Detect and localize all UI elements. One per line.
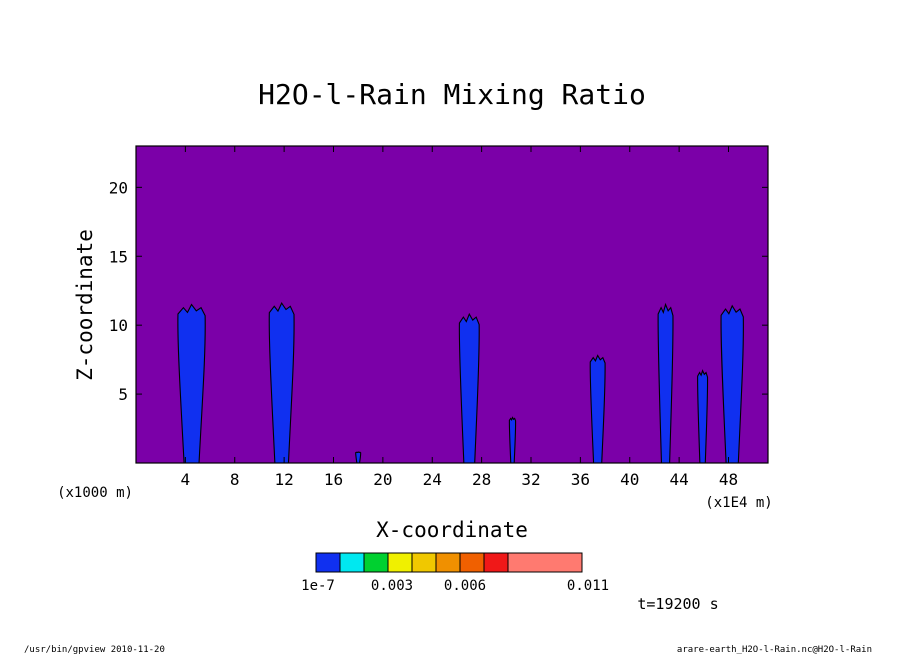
colorbar-tick-label: 0.006 [444,578,486,594]
x-unit-left: (x1000 m) [57,485,133,501]
y-tick-label: 15 [109,247,128,266]
rain-plume-5 [508,416,517,464]
rain-plume-9 [720,304,744,464]
x-tick-label: 32 [521,470,540,489]
x-unit-right: (x1E4 m) [705,495,772,511]
colorbar-swatch [387,552,413,573]
colorbar-swatch [315,552,341,573]
colorbar-tick-label: 1e-7 [301,578,335,594]
footer-left: /usr/bin/gpview 2010-11-20 [24,645,165,654]
rain-plume-3 [355,451,362,464]
x-tick-label: 8 [230,470,240,489]
colorbar-swatch [363,552,389,573]
x-tick-label: 12 [274,470,293,489]
colorbar-swatch [435,552,461,573]
x-tick-label: 40 [620,470,639,489]
x-tick-label: 48 [719,470,738,489]
footer-right: arare-earth_H2O-l-Rain.nc@H2O-l-Rain [677,645,872,654]
rain-plume-7 [657,302,674,464]
colorbar-tick-label: 0.011 [567,578,609,594]
x-tick-label: 4 [181,470,191,489]
rain-plumes [177,302,744,464]
rain-plume-1 [177,303,206,464]
colorbar-swatch [339,552,365,573]
rain-plume-6 [589,354,606,464]
y-tick-label: 20 [109,178,128,197]
y-axis-label: Z-coordinate [73,229,97,381]
plot-frame [135,145,769,464]
colorbar-swatch [507,552,583,573]
plot-area [136,146,768,463]
x-tick-label: 16 [324,470,343,489]
time-label: t=19200 s [637,595,718,613]
y-tick-label: 10 [109,316,128,335]
rain-plume-4 [458,312,480,464]
x-tick-label: 24 [423,470,442,489]
chart-title: H2O-l-Rain Mixing Ratio [258,78,646,111]
colorbar-tick-label: 0.003 [371,578,413,594]
rain-plume-2 [268,302,295,464]
colorbar-swatch [411,552,437,573]
y-tick-label: 5 [118,385,128,404]
x-tick-label: 36 [571,470,590,489]
x-tick-label: 20 [373,470,392,489]
rain-plume-8 [697,369,709,464]
x-axis-label: X-coordinate [376,518,528,542]
colorbar-swatch [459,552,485,573]
x-tick-label: 28 [472,470,491,489]
colorbar-swatch [483,552,509,573]
colorbar: 1e-7 0.003 0.006 0.011 [301,552,609,594]
x-tick-label: 44 [669,470,688,489]
